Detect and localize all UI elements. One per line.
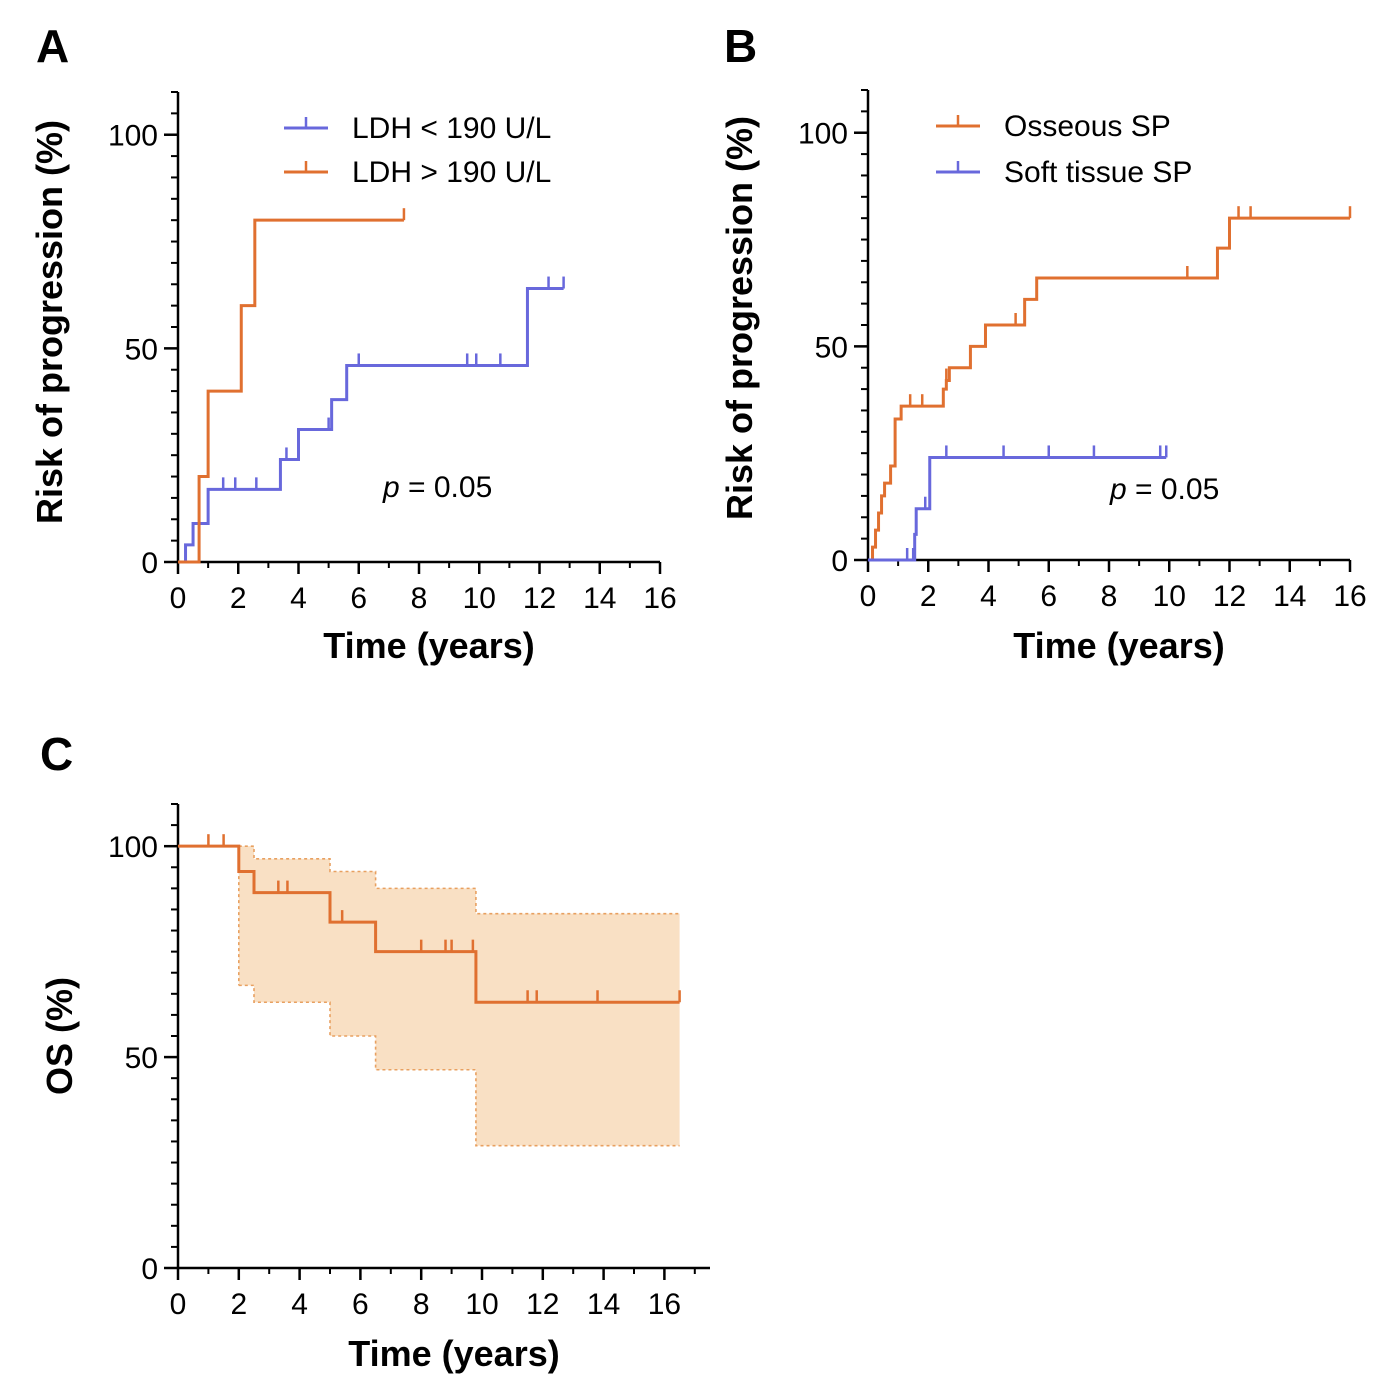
panel-a-chart: 0 2 4 6 8 10 12 14 16 0 50 100 Time (years) Risk of p… [29,91,677,666]
panel-c-ci-upper [238,845,680,915]
panel-c-x-tick-label: 2 [230,1288,247,1321]
panel-b-x-tick-label: 2 [920,580,937,613]
panel-c-chart: 0 2 4 6 8 10 12 14 16 0 50 100 Time (years) OS (%) [39,803,710,1374]
panel-c-x-tick-label: 8 [413,1288,430,1321]
panel-c-series-line [178,844,680,1004]
panel-a-legend-label: LDH > 190 U/L [352,156,551,189]
panel-c-x-tick-label: 4 [291,1288,308,1321]
panel-b-x-tick-label: 6 [1040,580,1057,613]
panel-c-x-tick-label: 6 [352,1288,369,1321]
panel-a-legend-label: LDH < 190 U/L [352,112,551,145]
panel-c-y-tick-label: 0 [141,1253,158,1286]
panel-b-chart: 0 2 4 6 8 10 12 14 16 0 50 100 Time (years) Risk of p… [719,89,1367,666]
panel-c-x-tick-label: 14 [587,1288,620,1321]
panel-a-x-tick-label: 6 [350,582,367,615]
panel-b-x-tick-label: 10 [1153,580,1186,613]
panel-b-x-axis-title: Time (years) [1013,625,1224,666]
panel-a-x-tick-label: 12 [523,582,556,615]
panel-a-y-tick-label: 0 [141,547,158,580]
panel-b-x-tick-label: 8 [1101,580,1118,613]
panel-a-x-tick-label: 16 [643,582,676,615]
panel-a-y-axis-title: Risk of progression (%) [29,120,70,524]
panel-b-y-axis-title: Risk of progression (%) [719,116,760,520]
panel-b-y-tick-label: 100 [798,118,848,151]
panel-a-x-tick-label: 14 [583,582,616,615]
panel-c-y-axis-title: OS (%) [39,977,80,1095]
panel-b-x-tick-label: 12 [1213,580,1246,613]
panel-b-legend-label: Soft tissue SP [1004,156,1192,189]
panel-b-y-tick-label: 50 [815,331,848,364]
panel-b-series-line [868,216,1350,562]
panel-b-x-tick-label: 0 [860,580,877,613]
panel-a-x-tick-label: 2 [230,582,247,615]
panel-c-x-tick-label: 12 [526,1288,559,1321]
panel-a-y-tick-label: 100 [108,120,158,153]
panel-b-p-value: p = 0.05 [1109,473,1219,506]
panel-a-y-tick-label: 50 [125,333,158,366]
panel-letter-c: C [40,728,73,780]
panel-b-x-tick-label: 14 [1273,580,1306,613]
panel-b-x-tick-label: 16 [1333,580,1366,613]
panel-c-x-tick-label: 10 [465,1288,498,1321]
panel-c-x-axis-title: Time (years) [348,1333,559,1374]
panel-a-x-tick-label: 4 [290,582,307,615]
panel-b-x-tick-label: 4 [980,580,997,613]
panel-a-x-tick-label: 0 [170,582,187,615]
panel-letter-a: A [36,20,69,72]
panel-a-x-tick-label: 8 [411,582,428,615]
panel-b-y-tick-label: 0 [831,545,848,578]
panel-c-y-tick-label: 100 [108,831,158,864]
panel-a-x-axis-title: Time (years) [323,625,534,666]
panel-a-x-tick-label: 10 [463,582,496,615]
panel-a-series-line [178,287,564,564]
panel-c-ci-lower [238,984,680,1147]
panel-c-x-tick-label: 0 [170,1288,187,1321]
panel-a-p-value: p = 0.05 [382,471,492,504]
panel-b-legend-label: Osseous SP [1004,110,1171,143]
panel-a-series-line [178,218,404,564]
panel-c-x-tick-label: 16 [648,1288,681,1321]
panel-c-y-tick-label: 50 [125,1042,158,1075]
panel-letter-b: B [724,20,757,72]
